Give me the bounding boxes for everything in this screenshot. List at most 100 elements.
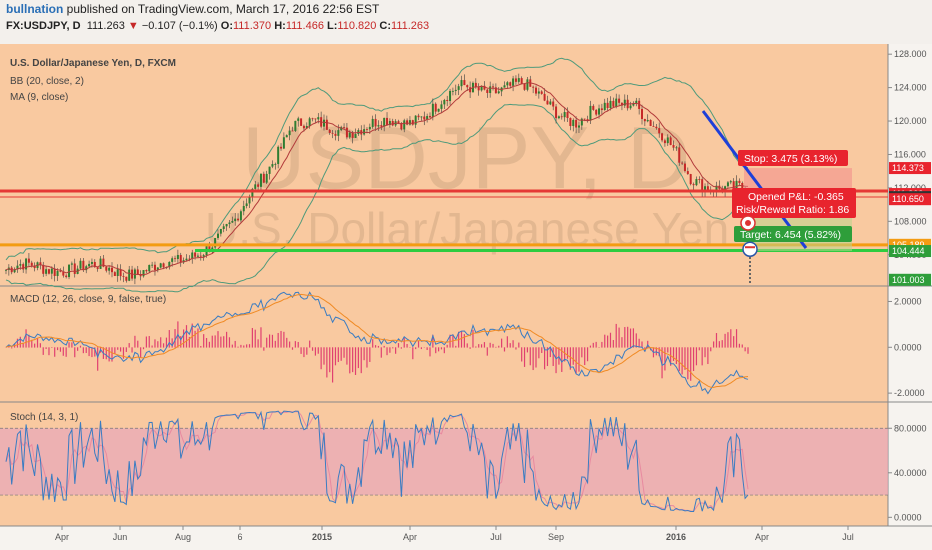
trend-line[interactable] <box>701 110 808 249</box>
macd-hist-bar <box>592 342 594 348</box>
macd-hist-bar <box>607 335 609 348</box>
macd-hist-bar <box>704 347 706 358</box>
macd-hist-bar <box>501 338 503 348</box>
macd-hist-bar <box>320 347 322 370</box>
candle-body <box>466 85 469 88</box>
time-tick-label: Aug <box>175 532 191 542</box>
macd-label[interactable]: MACD (12, 26, close, 9, false, true) <box>10 294 166 305</box>
candle-body <box>446 99 449 102</box>
macd-hist-bar <box>303 347 305 358</box>
time-tick-label: Jun <box>113 532 128 542</box>
bb-lower-line <box>5 103 749 293</box>
macd-hist-bar <box>357 347 359 369</box>
macd-hist-bar <box>426 347 428 350</box>
candle-body <box>30 262 33 266</box>
candle-body <box>540 91 543 94</box>
macd-hist-bar <box>274 340 276 348</box>
legend-title: U.S. Dollar/Japanese Yen, D, FXCM <box>10 58 176 69</box>
author-link[interactable]: bullnation <box>6 2 64 16</box>
candle-body <box>437 108 440 112</box>
us-flag-icon[interactable] <box>742 241 758 257</box>
price-tag-text: 104.444 <box>892 246 925 256</box>
candle-body <box>735 180 738 189</box>
macd-hist-bar <box>289 341 291 348</box>
price-change: −0.107 (−0.1%) <box>141 20 218 32</box>
macd-hist-bar <box>724 333 726 348</box>
candle-body <box>483 85 486 90</box>
macd-hist-bar <box>506 336 508 348</box>
macd-line <box>5 291 749 395</box>
price-tick-label: 128.000 <box>894 49 927 59</box>
candle-body <box>557 116 560 119</box>
position-tool[interactable]: Stop: 3.475 (3.13%) Opened P&L: -0.365Ris… <box>701 110 856 284</box>
candle-body <box>108 267 111 271</box>
macd-hist-bar <box>131 347 133 353</box>
macd-hist-bar <box>160 337 162 348</box>
pl-box[interactable] <box>732 188 856 219</box>
macd-hist-bar <box>140 347 142 358</box>
bb-upper-line <box>5 57 749 261</box>
candle-body <box>45 269 48 274</box>
macd-hist-bar <box>286 337 288 348</box>
candle-body <box>111 267 113 273</box>
candle-body <box>39 262 42 265</box>
candle-body <box>62 271 65 276</box>
candle-body <box>337 130 340 136</box>
macd-hist-bar <box>85 347 87 353</box>
macd-hist-bar <box>478 344 480 348</box>
candle-body <box>681 162 684 164</box>
candle-body <box>56 270 59 277</box>
candle-body <box>689 174 692 185</box>
macd-hist-bar <box>268 334 271 348</box>
macd-hist-bar <box>203 334 205 348</box>
candle-body <box>431 103 434 118</box>
macd-hist-bar <box>77 347 79 351</box>
macd-hist-bar <box>552 347 554 366</box>
candle-body <box>655 126 658 129</box>
macd-hist-bar <box>489 342 491 348</box>
candle-body <box>105 266 108 271</box>
macd-hist-bar <box>415 347 417 350</box>
target-box[interactable] <box>734 226 852 243</box>
stoch-plot <box>0 410 888 512</box>
macd-hist-bar <box>638 338 640 348</box>
candle-body <box>368 126 371 130</box>
macd-hist-bar <box>684 347 686 370</box>
macd-hist-bar <box>128 343 130 348</box>
time-tick-label: Sep <box>548 532 564 542</box>
candle-body <box>33 265 36 268</box>
candle-body <box>552 101 555 107</box>
candle-body <box>308 118 311 127</box>
candle-body <box>128 269 131 281</box>
legend-bb[interactable]: BB (20, close, 2) <box>10 76 84 87</box>
macd-hist-bar <box>541 347 543 353</box>
candle-body <box>234 218 237 222</box>
candle-body <box>345 127 348 138</box>
candle-body <box>277 146 280 164</box>
candle-body <box>580 118 583 126</box>
macd-hist-bar <box>168 330 170 348</box>
stoch-tick-label: 80.0000 <box>894 423 927 433</box>
candle-body <box>652 125 655 127</box>
legend-ma[interactable]: MA (9, close) <box>10 92 68 103</box>
ma-line <box>5 82 749 276</box>
macd-hist-bar <box>217 331 219 348</box>
candle-body <box>53 268 56 277</box>
macd-hist-bar <box>555 347 557 374</box>
risk-reward-label: Risk/Reward Ratio: 1.86 <box>736 204 849 216</box>
macd-hist-bar <box>437 347 440 352</box>
macd-hist-bar <box>578 347 580 372</box>
macd-hist-bar <box>300 347 302 354</box>
candle-body <box>388 121 391 126</box>
candle-body <box>403 120 406 130</box>
candle-body <box>451 90 454 92</box>
macd-hist-bar <box>601 341 603 348</box>
stop-box[interactable] <box>738 150 848 167</box>
time-axis-pane[interactable] <box>0 526 932 550</box>
candle-body <box>603 102 606 111</box>
opened-pl-label: Opened P&L: -0.365 <box>748 191 844 203</box>
stoch-label[interactable]: Stoch (14, 3, 1) <box>10 412 78 423</box>
candle-body <box>99 258 102 269</box>
macd-hist-bar <box>678 347 680 372</box>
chart-canvas[interactable]: USDJPY, D U.S. Dollar/Japanese Yen U.S. … <box>0 40 932 550</box>
